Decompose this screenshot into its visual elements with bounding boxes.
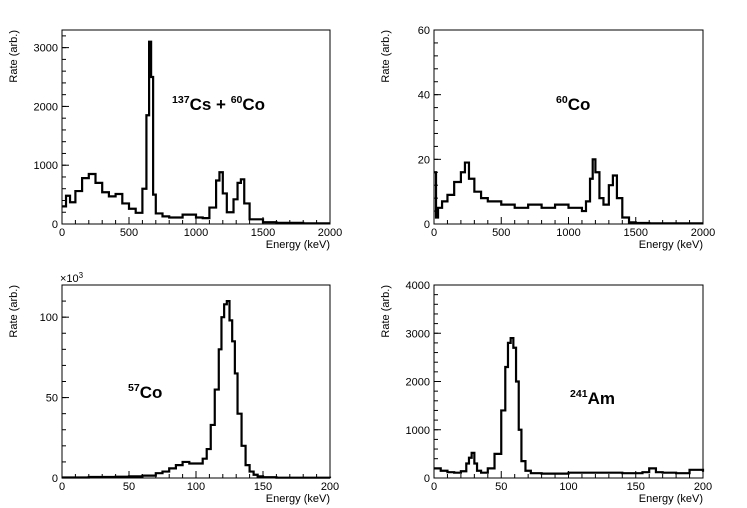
x-tick-label: 2000 (691, 227, 715, 239)
x-tick-label: 0 (431, 481, 437, 493)
plot-frame (61, 29, 331, 225)
annotation-text2: Co (242, 95, 265, 114)
x-tick-label: 50 (123, 481, 135, 493)
annotation-text1: Am (588, 389, 615, 408)
chart-panel-2: 0 500 1000 1500 2000 0 20 40 60 Energy (keV) Rate … (380, 25, 715, 251)
x-tick-label: 0 (59, 227, 65, 239)
y-tick-label: 0 (52, 219, 58, 231)
y-tick-label: 1000 (34, 160, 58, 172)
y-axis-label: Rate (arb.) (380, 30, 392, 83)
x-tick-label: 500 (492, 227, 510, 239)
y-tick-label: 2000 (34, 101, 58, 113)
histogram-series (62, 299, 332, 479)
histogram-series (434, 158, 703, 225)
x-tick-label: 50 (495, 481, 507, 493)
x-tick-label: 150 (254, 481, 272, 493)
plot-frame (433, 29, 704, 225)
y-tick-label: 50 (46, 393, 58, 405)
x-axis-label: Energy (keV) (639, 493, 703, 505)
y-axis-label: Rate (arb.) (380, 285, 392, 338)
x-tick-label: 200 (321, 481, 339, 493)
y-tick-label: 40 (418, 90, 430, 102)
x-tick-label: 100 (187, 481, 205, 493)
y-tick-label: 3000 (406, 328, 430, 340)
y-tick-label: 2000 (406, 377, 430, 389)
annotation-text1: Cs + (190, 95, 231, 114)
y-multiplier-exp: 3 (79, 271, 84, 280)
x-tick-label: 1500 (624, 227, 648, 239)
x-tick-label: 500 (120, 227, 138, 239)
chart-panel-1: 0 500 1000 1500 2000 0 1000 2000 3000 Energy (keV… (8, 29, 342, 251)
x-tick-label: 0 (431, 227, 437, 239)
annotation-sup1: 137 (172, 94, 190, 106)
x-tick-label: 1500 (251, 227, 275, 239)
annotation-text1: Co (140, 383, 163, 402)
isotope-annotation: 137Cs + 60Co (172, 94, 265, 114)
y-axis-label: Rate (arb.) (8, 30, 20, 83)
y-tick-label: 20 (418, 154, 430, 166)
y-tick-label: 0 (52, 473, 58, 485)
x-tick-label: 1000 (184, 227, 208, 239)
y-axis-label: Rate (arb.) (8, 285, 20, 338)
isotope-annotation: 57Co (128, 382, 162, 402)
y-tick-label: 60 (418, 25, 430, 37)
y-tick-label: 1000 (406, 425, 430, 437)
y-tick-label: 4000 (406, 280, 430, 292)
x-tick-label: 150 (627, 481, 645, 493)
y-tick-label: 3000 (34, 43, 58, 55)
histogram-series (62, 40, 330, 225)
isotope-annotation: 241Am (570, 388, 615, 408)
x-axis-label: Energy (keV) (639, 239, 703, 251)
annotation-sup2: 60 (231, 94, 243, 106)
x-tick-label: 0 (59, 481, 65, 493)
x-axis-label: Energy (keV) (266, 239, 330, 251)
isotope-annotation: 60Co (556, 94, 590, 114)
annotation-sup1: 57 (128, 382, 140, 394)
annotation-sup1: 241 (570, 388, 588, 400)
x-tick-label: 2000 (318, 227, 342, 239)
plot-frame (61, 284, 331, 479)
x-tick-label: 200 (694, 481, 712, 493)
y-multiplier: ×103 (60, 271, 84, 285)
y-tick-label: 0 (424, 219, 430, 231)
x-axis-label: Energy (keV) (266, 493, 330, 505)
chart-panel-3: 0 50 100 150 200 0 50 100 ×103 Energy (keV) Rate (… (8, 271, 339, 505)
x-tick-label: 100 (559, 481, 577, 493)
annotation-sup1: 60 (556, 94, 568, 106)
y-tick-label: 100 (40, 312, 58, 324)
annotation-text1: Co (568, 95, 591, 114)
y-tick-label: 0 (424, 473, 430, 485)
x-tick-label: 1000 (556, 227, 580, 239)
plot-frame (433, 284, 704, 479)
histogram-series (434, 336, 705, 475)
